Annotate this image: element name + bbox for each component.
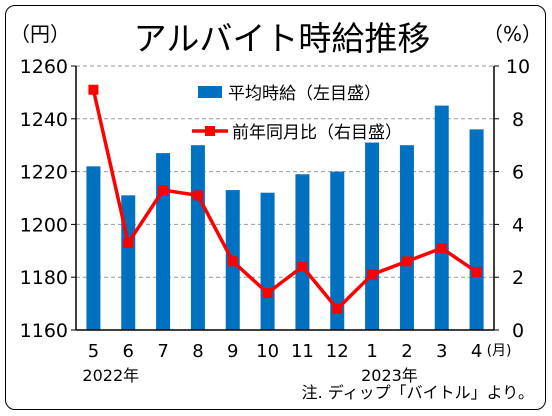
legend-bar-swatch xyxy=(198,86,222,98)
x-tick-label: 9 xyxy=(227,341,238,362)
left-tick-label: 1240 xyxy=(20,109,68,131)
right-tick-label: 4 xyxy=(512,214,524,236)
x-tick-label: 12 xyxy=(326,341,349,362)
yoy-line xyxy=(91,89,478,311)
x-tick-label: 6 xyxy=(123,341,134,362)
bar-11 xyxy=(295,174,310,330)
x-tick-label: 8 xyxy=(192,341,203,362)
x-tick-label: 4 xyxy=(471,341,482,362)
right-tick-label: 10 xyxy=(506,56,530,78)
year-label: 2023年 xyxy=(361,366,418,385)
x-tick-label: 10 xyxy=(256,341,279,362)
left-tick-label: 1260 xyxy=(20,56,68,78)
legend-bar-label: 平均時給（左目盛） xyxy=(228,84,381,104)
year-label: 2022年 xyxy=(82,366,139,385)
x-tick-label: 7 xyxy=(157,341,168,362)
right-tick-label: 0 xyxy=(512,320,524,342)
yoy-point-3 xyxy=(436,243,447,254)
bar-12 xyxy=(330,171,345,330)
left-tick-label: 1180 xyxy=(20,267,68,289)
bar-5 xyxy=(86,166,101,330)
left-tick-label: 1220 xyxy=(20,162,68,184)
right-tick-label: 2 xyxy=(512,267,524,289)
yoy-point-11 xyxy=(297,261,308,272)
x-tick-label: 1 xyxy=(366,341,377,362)
chart-title: アルバイト時給推移 xyxy=(134,19,431,58)
bar-4 xyxy=(469,129,484,330)
bar-2 xyxy=(399,145,414,330)
bar-7 xyxy=(156,153,171,330)
right-tick-label: 6 xyxy=(512,162,524,184)
right-tick-label: 8 xyxy=(512,109,524,131)
yoy-point-6 xyxy=(123,237,134,248)
yoy-point-7 xyxy=(158,185,169,196)
x-unit-label: (月) xyxy=(487,343,512,359)
yoy-point-1 xyxy=(367,269,378,280)
legend-line-label: 前年同月比（右目盛） xyxy=(232,123,402,143)
bar-8 xyxy=(190,145,205,330)
yoy-point-10 xyxy=(262,288,273,299)
yoy-point-12 xyxy=(332,303,343,314)
left-tick-label: 1200 xyxy=(20,214,68,236)
yoy-point-4 xyxy=(471,266,482,277)
yoy-point-2 xyxy=(401,256,412,267)
x-tick-label: 3 xyxy=(436,341,447,362)
right-unit-label: （%） xyxy=(483,22,542,46)
yoy-point-5 xyxy=(88,84,99,95)
bar-1 xyxy=(365,142,380,330)
left-tick-label: 1160 xyxy=(20,320,68,342)
source-note: 注. ディップ「バイトル」より。 xyxy=(302,383,534,402)
x-tick-label: 2 xyxy=(401,341,412,362)
x-tick-label: 11 xyxy=(291,341,314,362)
yoy-point-9 xyxy=(227,256,238,267)
x-tick-label: 5 xyxy=(88,341,99,362)
bar-3 xyxy=(434,105,449,330)
bar-10 xyxy=(260,192,275,330)
legend-line-marker xyxy=(205,126,215,136)
left-unit-label: （円） xyxy=(10,22,70,46)
yoy-point-8 xyxy=(192,190,203,201)
